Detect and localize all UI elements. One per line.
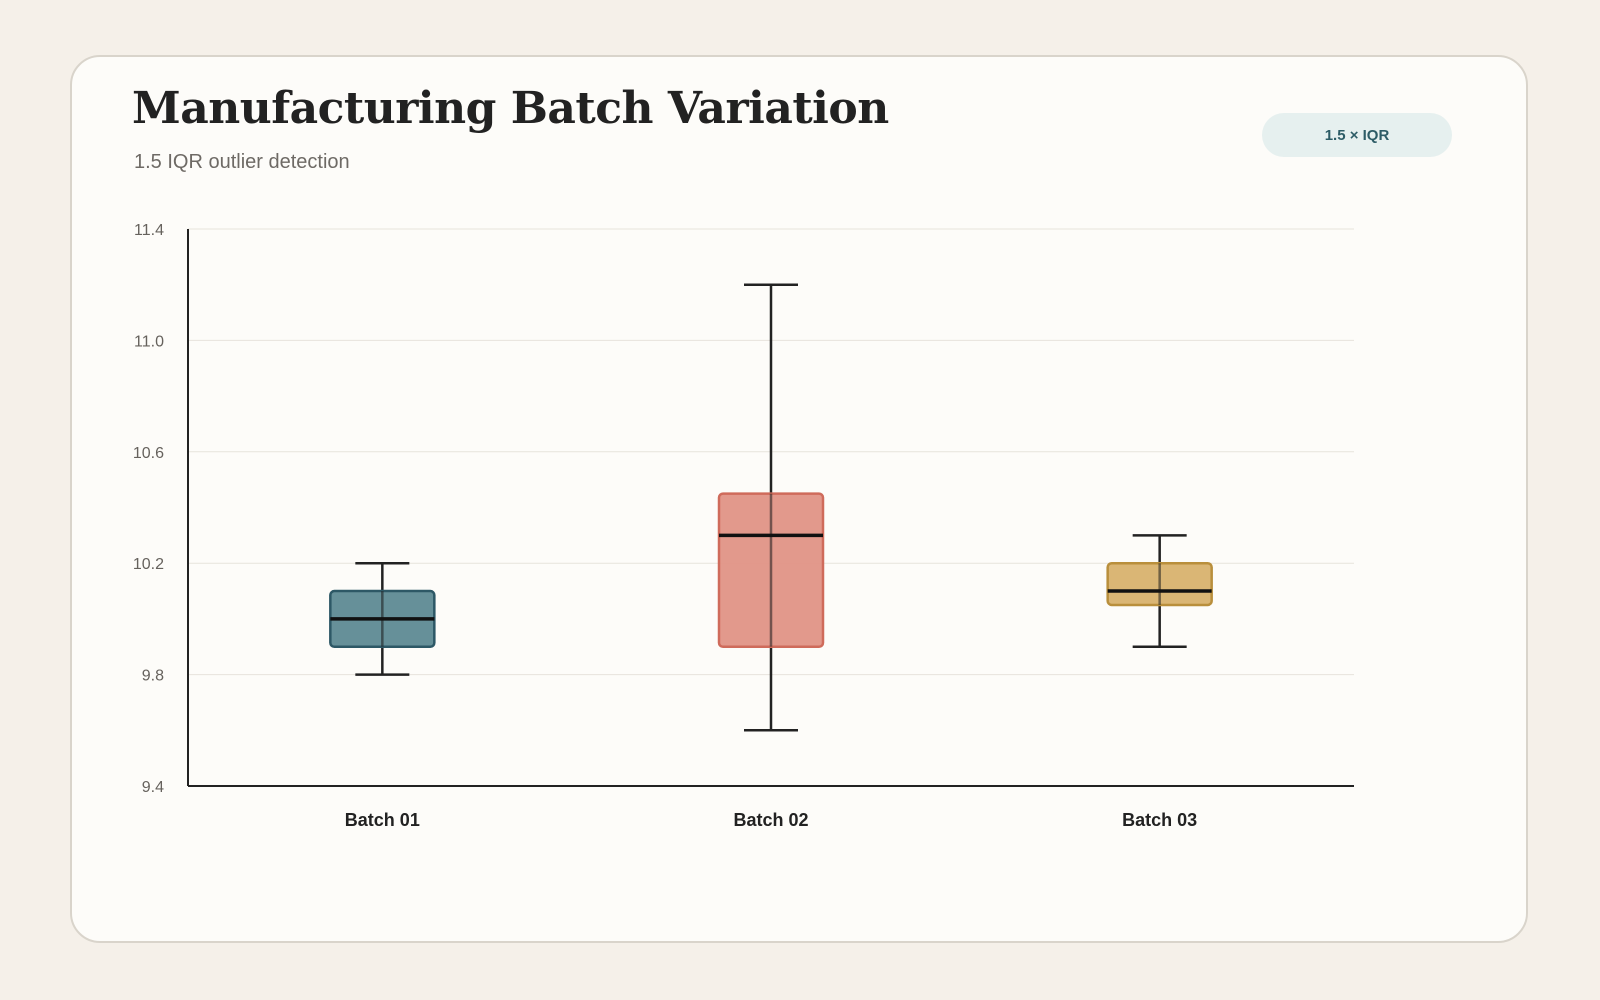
box-layer (329, 283, 1213, 732)
x-category-label: Batch 01 (345, 810, 420, 830)
y-tick-label: 9.8 (142, 668, 164, 685)
page-subtitle: 1.5 IQR outlier detection (134, 151, 350, 173)
method-badge: 1.5 × IQR (1262, 113, 1452, 157)
y-tick-label: 10.6 (133, 445, 164, 462)
x-category-label: Batch 03 (1122, 810, 1197, 830)
y-tick-label: 11.4 (134, 222, 164, 239)
label-layer: 9.4 9.8 10.2 10.6 11.0 11.4 Batch 01 Batch 02 Ba… (133, 222, 1197, 830)
y-tick-label: 9.4 (142, 779, 164, 796)
chart-card: Manufacturing Batch Variation 1.5 IQR ou… (70, 55, 1528, 943)
box-batch-03 (1106, 534, 1213, 648)
page-title: Manufacturing Batch Variation (132, 83, 889, 134)
axis-layer (187, 229, 1354, 787)
y-tick-label: 10.2 (133, 556, 164, 573)
box-batch-01 (329, 561, 436, 676)
box-batch-02 (717, 283, 825, 732)
box-plot-chart: 9.4 9.8 10.2 10.6 11.0 11.4 Batch 01 Batch 02 Ba… (133, 222, 1354, 830)
x-category-label: Batch 02 (733, 810, 808, 830)
y-tick-label: 11.0 (134, 333, 164, 350)
